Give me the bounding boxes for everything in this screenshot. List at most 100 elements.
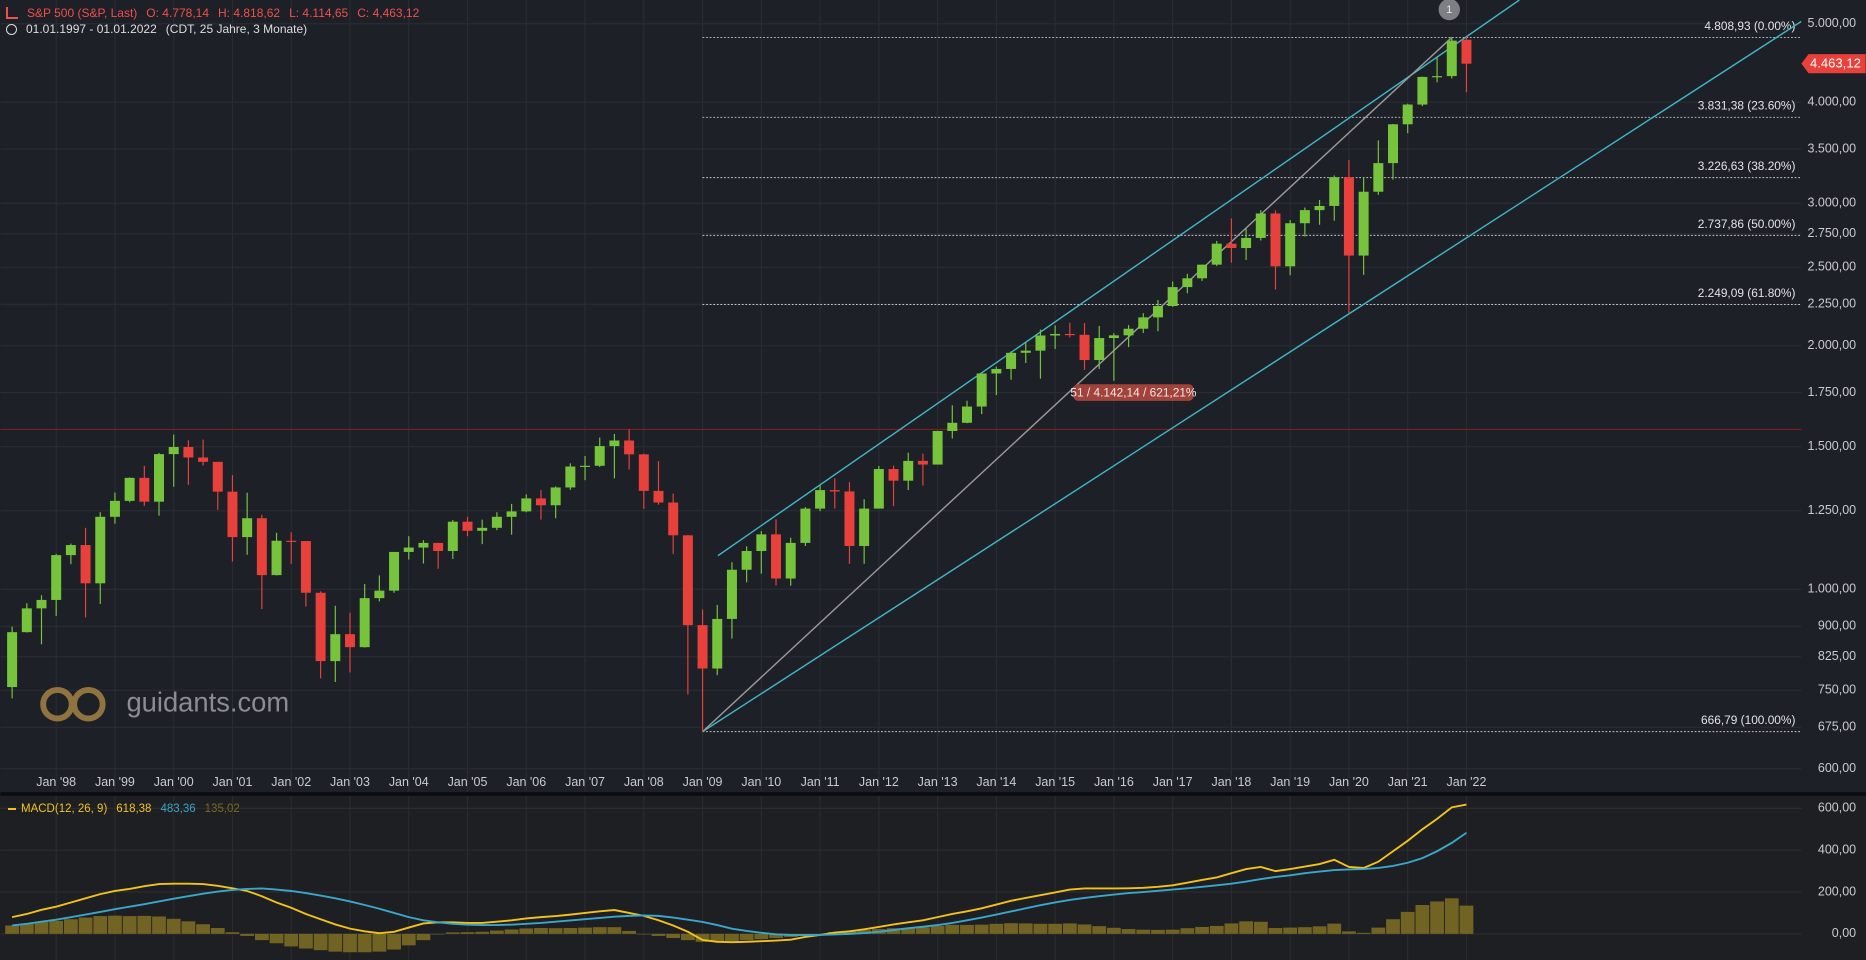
histogram-bar — [460, 932, 475, 934]
histogram-bar — [916, 927, 930, 934]
histogram-bar — [431, 933, 446, 935]
candle-body — [976, 373, 987, 407]
x-tick-label: Jan '04 — [389, 775, 429, 789]
candle-body — [873, 469, 884, 509]
candle-body — [315, 592, 326, 662]
candle-body — [80, 545, 91, 584]
header: S&P 500 (S&P, Last) O: 4.778,14 H: 4.818… — [6, 6, 419, 20]
histogram-bar — [1400, 911, 1415, 934]
y-tick-label: 400,00 — [1818, 843, 1856, 857]
histogram-bar — [63, 919, 78, 934]
histogram-bar — [1283, 927, 1298, 934]
histogram-bar — [1327, 923, 1342, 934]
candle-body — [1241, 237, 1252, 249]
histogram-bar — [1239, 921, 1254, 934]
histogram-bar — [989, 923, 1004, 934]
candle-body — [815, 490, 826, 509]
candle-body — [844, 491, 855, 546]
candle-body — [124, 477, 135, 501]
candle-body — [903, 460, 914, 481]
x-tick-label: Jan '03 — [330, 775, 370, 789]
candle-body — [638, 454, 649, 491]
candle-body — [1226, 243, 1237, 249]
price-panel — [0, 0, 1865, 792]
candle-body — [1064, 333, 1075, 336]
fib-label: 4.808,93 (0.00%) — [1704, 19, 1795, 33]
range: 01.01.1997 - 01.01.2022 — [26, 22, 157, 36]
watermark-text: guidants.com — [126, 686, 289, 717]
macd-legend: MACD(12, 26, 9) 618,38 483,36 135,02 — [8, 803, 240, 815]
candle-body — [389, 551, 400, 591]
logo — [71, 686, 106, 722]
histogram-bar — [1342, 931, 1356, 934]
histogram-bar — [269, 933, 284, 944]
ohlc-close: C: 4,463,12 — [357, 6, 420, 20]
histogram-bar — [1297, 927, 1312, 934]
histogram-bar — [754, 933, 769, 940]
candle-body — [300, 541, 311, 593]
candle-body — [1138, 317, 1149, 329]
histogram-bar — [1106, 927, 1121, 934]
x-tick-label: Jan '08 — [624, 775, 664, 789]
histogram-bar — [1033, 923, 1048, 934]
candle-body — [374, 590, 385, 599]
histogram-bar — [1386, 919, 1400, 934]
y-tick-label: 4.000,00 — [1808, 94, 1857, 108]
x-tick-label: Jan '17 — [1153, 775, 1193, 789]
histogram-bar — [1048, 923, 1063, 934]
y-tick-label: 0,00 — [1832, 926, 1856, 940]
y-tick-label: 3.000,00 — [1808, 196, 1857, 210]
candle-body — [51, 555, 62, 600]
histogram-bar — [19, 924, 34, 934]
histogram-bar — [636, 933, 651, 935]
candle-body — [1035, 335, 1046, 351]
histogram-bar — [152, 916, 166, 934]
x-tick-label: Jan '07 — [565, 775, 605, 789]
date-range: 01.01.1997 - 01.01.2022 (CDT, 25 Jahre, … — [6, 22, 307, 36]
candle-body — [1388, 124, 1399, 164]
y-tick-label: 675,00 — [1818, 720, 1856, 734]
candle-body — [95, 516, 106, 584]
histogram-bar — [592, 927, 607, 934]
candle-body — [491, 516, 502, 528]
candle-body — [139, 477, 150, 502]
y-tick-label: 3.500,00 — [1808, 141, 1857, 155]
candle-body — [947, 422, 958, 431]
fib-label: 2.249,09 (61.80%) — [1698, 286, 1796, 300]
histogram-bar — [930, 925, 945, 934]
histogram-bar — [519, 928, 534, 934]
candle-body — [271, 540, 282, 576]
watermark: guidants.com — [40, 686, 289, 722]
histogram-bar — [284, 933, 299, 947]
histogram-bar — [695, 933, 710, 942]
y-tick-label: 1.000,00 — [1808, 582, 1857, 596]
x-tick-label: Jan '10 — [741, 775, 781, 789]
panel-divider — [0, 792, 1866, 796]
histogram-bar — [49, 920, 64, 934]
candle-body — [433, 542, 444, 551]
candle-body — [1020, 350, 1031, 353]
y-tick-label: 5.000,00 — [1808, 16, 1857, 30]
histogram-bar — [196, 924, 210, 934]
histogram-bar — [960, 924, 974, 934]
x-tick-label: Jan '21 — [1388, 775, 1428, 789]
icon — [6, 7, 18, 19]
histogram-bar — [387, 933, 401, 950]
histogram-bar — [1371, 927, 1386, 934]
candle-body — [506, 511, 517, 517]
histogram-bar — [108, 915, 122, 934]
y-tick-label: 2.750,00 — [1808, 226, 1857, 240]
candle-body — [800, 508, 811, 543]
histogram-bar — [710, 933, 725, 942]
candle-body — [1358, 191, 1369, 256]
ohlc-low: L: 4.114,65 — [289, 6, 349, 20]
histogram-bar — [225, 932, 240, 934]
histogram-bar — [372, 933, 387, 952]
macd-line — [11, 803, 1467, 944]
candle-body — [418, 542, 429, 548]
candle-body — [1432, 76, 1443, 78]
x-tick-label: Jan '02 — [271, 775, 311, 789]
x-tick-label: Jan '06 — [506, 775, 546, 789]
y-tick-label: 750,00 — [1818, 683, 1856, 697]
